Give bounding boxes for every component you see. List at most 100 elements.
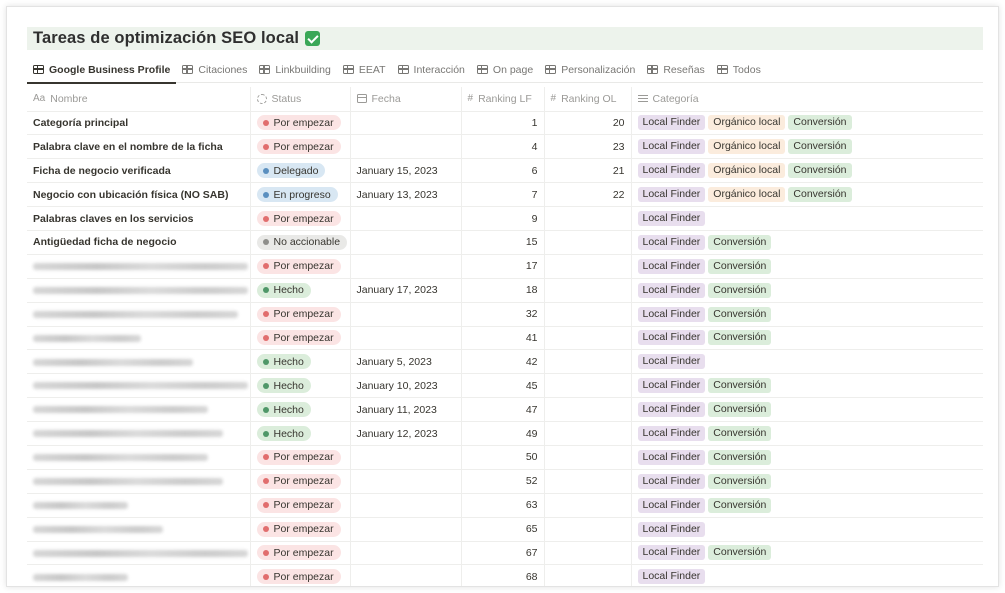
cell-ranking-lf[interactable]: 63 [461,493,545,518]
cell-category[interactable]: Local Finder Conversión [631,278,983,303]
cell-category[interactable]: Local Finder Conversión [631,541,983,566]
cell-name[interactable] [27,254,251,279]
tab-personalización[interactable]: Personalización [539,57,641,83]
cell-ranking-lf[interactable]: 6 [461,158,545,184]
cell-ranking-lf[interactable]: 7 [461,182,545,208]
table-row[interactable]: Por empezar 32 Local Finder Conversión [27,302,983,327]
cell-category[interactable]: Local Finder Conversión [631,421,983,446]
cell-ranking-lf[interactable]: 65 [461,517,545,542]
cell-ranking-ol[interactable] [544,373,632,399]
table-row[interactable]: Hecho January 11, 2023 47 Local Finder Conve… [27,397,983,423]
table-row[interactable]: Hecho January 5, 2023 42 Local Finder [27,349,983,375]
column-header-ranking-lf[interactable]: # Ranking LF [461,87,545,112]
cell-name[interactable] [27,326,251,351]
cell-ranking-ol[interactable] [544,564,632,586]
table-row[interactable]: Hecho January 12, 2023 49 Local Finder Conve… [27,421,983,446]
cell-status[interactable]: Hecho [250,349,351,375]
cell-ranking-lf[interactable]: 68 [461,564,545,586]
cell-name[interactable] [27,541,251,566]
cell-name[interactable] [27,302,251,327]
cell-name[interactable] [27,278,251,303]
cell-category[interactable]: Local Finder [631,349,983,375]
cell-ranking-lf[interactable]: 17 [461,254,545,279]
cell-status[interactable]: En progreso [250,182,351,208]
cell-ranking-lf[interactable]: 32 [461,302,545,327]
table-row[interactable]: Negocio con ubicación física (NO SAB) En … [27,182,983,208]
cell-date[interactable] [350,230,462,255]
cell-status[interactable]: Delegado [250,158,351,184]
cell-status[interactable]: Hecho [250,397,351,423]
cell-name[interactable] [27,564,251,586]
column-header-status[interactable]: Status [250,87,351,112]
cell-status[interactable]: No accionable [250,230,351,255]
table-row[interactable]: Palabra clave en el nombre de la ficha Po… [27,134,983,160]
table-row[interactable]: Por empezar 41 Local Finder Conversión [27,326,983,351]
cell-ranking-ol[interactable] [544,493,632,518]
cell-status[interactable]: Hecho [250,278,351,303]
cell-ranking-lf[interactable]: 50 [461,445,545,470]
cell-category[interactable]: Local Finder [631,564,983,586]
table-row[interactable]: Por empezar 65 Local Finder [27,517,983,542]
cell-ranking-ol[interactable] [544,326,632,351]
cell-category[interactable]: Local Finder Conversión [631,230,983,255]
cell-date[interactable]: January 10, 2023 [350,373,462,399]
cell-date[interactable]: January 5, 2023 [350,349,462,375]
cell-status[interactable]: Por empezar [250,445,351,470]
cell-ranking-lf[interactable]: 47 [461,397,545,423]
cell-ranking-ol[interactable]: 23 [544,134,632,160]
cell-date[interactable] [350,541,462,566]
cell-date[interactable] [350,517,462,542]
cell-ranking-lf[interactable]: 42 [461,349,545,375]
cell-date[interactable]: January 15, 2023 [350,158,462,184]
cell-name[interactable] [27,421,251,446]
cell-ranking-ol[interactable] [544,302,632,327]
cell-category[interactable]: Local Finder Conversión [631,326,983,351]
table-row[interactable]: Hecho January 10, 2023 45 Local Finder Conve… [27,373,983,399]
cell-category[interactable]: Local Finder Conversión [631,445,983,470]
cell-date[interactable] [350,302,462,327]
cell-ranking-ol[interactable] [544,397,632,423]
cell-name[interactable]: Negocio con ubicación física (NO SAB) [27,182,251,208]
cell-date[interactable] [350,493,462,518]
cell-status[interactable]: Hecho [250,421,351,446]
cell-category[interactable]: Local Finder Conversión [631,302,983,327]
cell-status[interactable]: Por empezar [250,493,351,518]
cell-date[interactable]: January 17, 2023 [350,278,462,303]
tab-todos[interactable]: Todos [711,57,767,83]
cell-ranking-lf[interactable]: 18 [461,278,545,303]
cell-status[interactable]: Por empezar [250,134,351,160]
cell-name[interactable] [27,493,251,518]
cell-category[interactable]: Local Finder Orgánico local Conversión [631,158,983,184]
cell-ranking-ol[interactable]: 21 [544,158,632,184]
cell-name[interactable] [27,349,251,375]
tab-linkbuilding[interactable]: Linkbuilding [253,57,336,83]
column-header-date[interactable]: Fecha [350,87,462,112]
cell-category[interactable]: Local Finder Conversión [631,373,983,399]
cell-name[interactable] [27,397,251,423]
column-header-name[interactable]: Aa Nombre [27,87,251,112]
column-header-category[interactable]: Categoría [631,87,983,112]
cell-category[interactable]: Local Finder Conversión [631,469,983,494]
cell-date[interactable] [350,326,462,351]
table-row[interactable]: Por empezar 52 Local Finder Conversión [27,469,983,494]
cell-ranking-lf[interactable]: 67 [461,541,545,566]
cell-status[interactable]: Por empezar [250,111,351,136]
cell-status[interactable]: Por empezar [250,302,351,327]
cell-ranking-ol[interactable]: 20 [544,111,632,136]
cell-ranking-lf[interactable]: 9 [461,206,545,231]
cell-ranking-ol[interactable] [544,421,632,446]
cell-category[interactable]: Local Finder [631,206,983,231]
cell-status[interactable]: Por empezar [250,469,351,494]
tab-interacción[interactable]: Interacción [392,57,471,83]
cell-date[interactable]: January 13, 2023 [350,182,462,208]
cell-name[interactable]: Antigüedad ficha de negocio [27,230,251,255]
cell-ranking-lf[interactable]: 15 [461,230,545,255]
cell-ranking-ol[interactable]: 22 [544,182,632,208]
cell-name[interactable]: Palabra clave en el nombre de la ficha [27,134,251,160]
cell-date[interactable] [350,111,462,136]
cell-ranking-lf[interactable]: 49 [461,421,545,446]
cell-ranking-ol[interactable] [544,206,632,231]
cell-name[interactable] [27,445,251,470]
table-row[interactable]: Por empezar 50 Local Finder Conversión [27,445,983,470]
cell-date[interactable] [350,564,462,586]
